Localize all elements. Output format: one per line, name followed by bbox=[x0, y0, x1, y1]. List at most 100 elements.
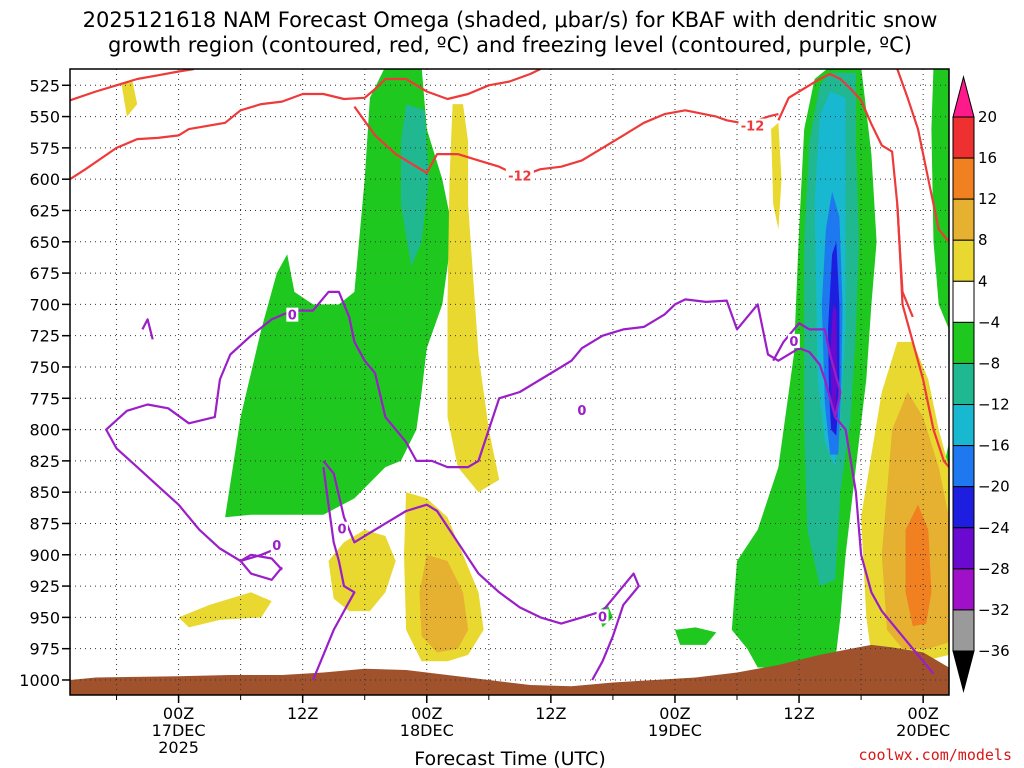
x-tick-label-4-0: 00Z bbox=[659, 704, 690, 723]
freezing-contour-7 bbox=[772, 322, 842, 418]
y-tick-label-525: 525 bbox=[29, 76, 60, 95]
y-tick-label-700: 700 bbox=[29, 295, 60, 314]
x-tick-label-2-0: 00Z bbox=[411, 704, 442, 723]
dgz-contour-5 bbox=[896, 204, 914, 318]
omega-region-10 bbox=[675, 627, 717, 645]
y-tick-label-900: 900 bbox=[29, 546, 60, 565]
y-tick-label-675: 675 bbox=[29, 264, 60, 283]
contour-label-4: 0 bbox=[337, 523, 346, 538]
freezing-contour-0 bbox=[141, 318, 154, 340]
freezing-contours bbox=[105, 290, 935, 681]
omega-region-12 bbox=[447, 104, 500, 493]
x-tick-label-3-0: 12Z bbox=[535, 704, 566, 723]
x-tick-label-4-1: 19DEC bbox=[648, 721, 702, 740]
dgz-contours bbox=[70, 69, 949, 468]
colorbar-label-2: 12 bbox=[978, 190, 997, 208]
colorbar-box-8 bbox=[952, 404, 975, 447]
colorbar-label-11: −28 bbox=[978, 560, 1010, 578]
x-tick-label-0-2: 2025 bbox=[158, 738, 199, 757]
y-tick-label-725: 725 bbox=[29, 327, 60, 346]
y-tick-label-850: 850 bbox=[29, 483, 60, 502]
omega-region-7 bbox=[830, 304, 838, 418]
y-tick-label-625: 625 bbox=[29, 201, 60, 220]
x-tick-label-5-0: 12Z bbox=[783, 704, 814, 723]
freezing-contour-2 bbox=[105, 309, 293, 563]
contour-label-1: -12 bbox=[741, 120, 765, 135]
contour-label-2: 0 bbox=[288, 309, 297, 324]
colorbar-box-13 bbox=[952, 609, 975, 652]
colorbar-label-0: 20 bbox=[978, 108, 997, 126]
y-tick-label-550: 550 bbox=[29, 108, 60, 127]
y-tick-label-575: 575 bbox=[29, 139, 60, 158]
omega-region-14 bbox=[328, 529, 396, 612]
omega-region-15 bbox=[178, 592, 272, 628]
contour-label-bg-5 bbox=[575, 402, 588, 417]
omega-region-1 bbox=[400, 104, 429, 267]
freezing-contour-6 bbox=[834, 416, 935, 675]
y-tick-label-650: 650 bbox=[29, 233, 60, 252]
freezing-contour-3 bbox=[322, 460, 640, 681]
x-tick-label-6-1: 20DEC bbox=[896, 721, 950, 740]
x-axis-label: Forecast Time (UTC) bbox=[414, 748, 605, 768]
x-tick-label-2-1: 18DEC bbox=[400, 721, 454, 740]
colorbar-box-7 bbox=[952, 362, 975, 406]
colorbar-box-3 bbox=[952, 198, 975, 241]
dgz-contour-4 bbox=[896, 69, 949, 243]
y-tick-label-975: 975 bbox=[29, 640, 60, 659]
y-tick-label-950: 950 bbox=[29, 608, 60, 627]
omega-region-22 bbox=[905, 504, 932, 627]
contour-label-bg-7 bbox=[596, 609, 609, 624]
terrain-layer bbox=[70, 644, 949, 695]
y-axis: 525 550 575 600 625 650 675 700 725 750 775 800 825 8… bbox=[19, 76, 70, 690]
colorbar-label-8: −16 bbox=[978, 437, 1010, 455]
colorbar-box-5 bbox=[952, 280, 975, 323]
dgz-contour-2 bbox=[353, 105, 779, 178]
colorbar-box-4 bbox=[952, 239, 975, 282]
omega-region-20 bbox=[419, 554, 469, 653]
colorbar-label-12: −32 bbox=[978, 601, 1010, 619]
plot-area: -12 -12 0 0 0 0 0 0 bbox=[70, 69, 949, 695]
y-tick-label-800: 800 bbox=[29, 421, 60, 440]
contour-label-3: 0 bbox=[272, 539, 281, 554]
colorbar-box-9 bbox=[952, 445, 975, 488]
colorbar-label-5: −4 bbox=[978, 313, 1000, 331]
colorbar-box-12 bbox=[952, 568, 975, 611]
freezing-contour-4 bbox=[239, 553, 283, 581]
x-tick-label-1-0: 12Z bbox=[287, 704, 318, 723]
contour-label-0: -12 bbox=[508, 170, 532, 185]
colorbar: 20 16 12 8 4 −4 −8 −12 −16 −20 −24 −28 −32 −36 bbox=[952, 75, 1010, 693]
colorbar-label-7: −12 bbox=[978, 396, 1010, 414]
colorbar-label-1: 16 bbox=[978, 149, 997, 167]
y-tick-label-1000: 1000 bbox=[19, 671, 60, 690]
colorbar-label-3: 8 bbox=[978, 231, 988, 249]
x-tick-label-6-0: 00Z bbox=[907, 704, 938, 723]
chart-title-line-1: 2025121618 NAM Forecast Omega (shaded, μ… bbox=[83, 8, 938, 32]
credit-text: coolwx.com/models bbox=[858, 746, 1012, 764]
plot-frame bbox=[69, 68, 950, 696]
contour-label-bg-2 bbox=[286, 307, 299, 322]
omega-region-18 bbox=[121, 79, 138, 117]
colorbar-label-4: 4 bbox=[978, 272, 988, 290]
dgz-contour-1 bbox=[70, 69, 195, 102]
colorbar-box-10 bbox=[952, 486, 975, 529]
dgz-contour-3 bbox=[777, 72, 949, 468]
colorbar-box-11 bbox=[952, 527, 975, 570]
x-tick-label-0-0: 00Z bbox=[163, 704, 194, 723]
colorbar-box-6 bbox=[952, 321, 975, 364]
colorbar-box-2 bbox=[952, 157, 975, 200]
y-tick-label-925: 925 bbox=[29, 577, 60, 596]
terrain-fill bbox=[70, 644, 949, 695]
contour-label-bg-0 bbox=[505, 168, 534, 183]
omega-region-0 bbox=[225, 69, 453, 518]
omega-region-19 bbox=[771, 122, 782, 230]
contour-label-bg-4 bbox=[335, 521, 348, 536]
contour-labels: -12 -12 0 0 0 0 0 0 bbox=[270, 118, 800, 625]
y-tick-label-825: 825 bbox=[29, 452, 60, 471]
colorbar-label-13: −36 bbox=[978, 642, 1010, 660]
y-tick-label-600: 600 bbox=[29, 170, 60, 189]
dgz-contour-0 bbox=[70, 69, 541, 181]
contour-label-5: 0 bbox=[577, 404, 586, 419]
contour-label-bg-1 bbox=[738, 118, 767, 133]
